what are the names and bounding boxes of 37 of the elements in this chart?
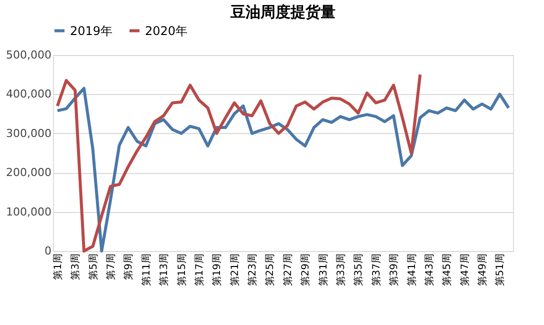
x-tick-label: 第7周	[105, 254, 117, 280]
x-tick-label: 第35周	[352, 254, 365, 286]
y-tick-label: 100,000	[6, 205, 52, 218]
x-tick-label: 第21周	[228, 254, 241, 286]
line-series	[56, 86, 510, 252]
y-tick-label: 200,000	[6, 166, 52, 180]
x-tick-label: 第11周	[140, 254, 152, 286]
x-tick-label: 第43周	[423, 254, 436, 286]
x-tick-label: 第5周	[87, 254, 100, 280]
x-tick-label: 第19周	[211, 254, 224, 286]
y-tick-label: 0	[44, 244, 52, 258]
y-tick-label: 500,000	[6, 48, 52, 62]
x-tick-label: 第51周	[494, 254, 506, 286]
legend-label: 2020年	[145, 24, 188, 38]
x-tick-label: 第49周	[476, 254, 489, 286]
x-tick-label: 第23周	[246, 254, 259, 286]
legend-label: 2019年	[70, 24, 113, 38]
x-tick-label: 第25周	[264, 254, 276, 286]
x-tick-label: 第17周	[193, 254, 206, 286]
x-tick-label: 第45周	[441, 254, 454, 286]
x-tick-label: 第31周	[317, 254, 330, 286]
line-series	[56, 73, 422, 252]
x-tick-label: 第47周	[458, 254, 471, 286]
y-tick-label: 400,000	[6, 88, 52, 101]
x-tick-label: 第9周	[122, 254, 135, 280]
x-tick-label: 第27周	[282, 254, 294, 286]
x-tick-label: 第1周	[52, 254, 64, 280]
x-tick-label: 第3周	[70, 254, 82, 280]
x-tick-label: 第13周	[158, 254, 170, 286]
chart-title: 豆油周度提货量	[230, 3, 336, 21]
x-tick-label: 第37周	[370, 254, 382, 286]
x-tick-label: 第15周	[176, 254, 188, 286]
x-tick-label: 第33周	[335, 254, 347, 286]
x-tick-label: 第41周	[406, 254, 418, 286]
y-tick-label: 300,000	[6, 126, 52, 140]
x-tick-label: 第29周	[300, 254, 312, 286]
x-tick-label: 第39周	[388, 254, 400, 286]
